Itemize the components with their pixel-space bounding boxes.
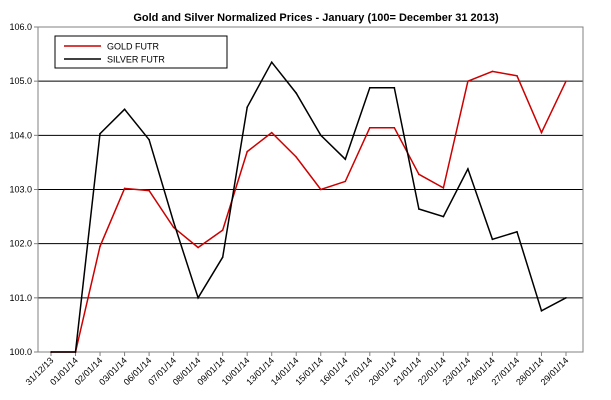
data-point-silver: [172, 221, 175, 223]
data-point-silver: [369, 86, 371, 89]
y-axis: 100.0 101.0 102.0 103.0 104.0 105.0 106.0: [9, 22, 38, 357]
data-point-silver: [467, 168, 469, 170]
legend: GOLD FUTR SILVER FUTR: [54, 35, 228, 69]
data-point-silver: [540, 310, 543, 312]
data-point-silver: [319, 134, 322, 137]
data-point-gold: [369, 126, 371, 129]
data-point-silver: [99, 132, 101, 135]
legend-label-gold: GOLD FUTR: [107, 42, 160, 52]
data-point-silver: [565, 297, 567, 299]
data-point-silver: [491, 238, 494, 241]
data-point-gold: [393, 126, 396, 129]
series-layer: [50, 60, 567, 353]
y-tick-label: 106.0: [9, 22, 32, 32]
data-point-silver: [442, 215, 445, 218]
series-line-gold: [51, 70, 567, 353]
data-point-silver: [295, 92, 298, 94]
data-point-gold: [148, 189, 150, 192]
data-point-gold: [344, 180, 347, 183]
y-tick-label: 103.0: [9, 185, 32, 195]
data-point-gold: [246, 150, 248, 153]
data-point-silver: [516, 230, 518, 233]
data-point-gold: [540, 131, 543, 134]
data-point-silver: [123, 108, 126, 111]
data-point-silver: [344, 158, 347, 160]
y-tick-label: 104.0: [9, 130, 32, 140]
data-point-gold: [295, 156, 298, 158]
data-point-gold: [270, 131, 273, 134]
data-point-silver: [197, 297, 199, 299]
data-point-gold: [221, 229, 224, 231]
legend-box: [54, 35, 228, 69]
legend-label-silver: SILVER FUTR: [107, 55, 165, 65]
data-point-silver: [74, 351, 77, 353]
data-point-silver: [148, 138, 150, 141]
data-point-gold: [418, 173, 420, 176]
data-point-gold: [319, 188, 322, 191]
data-point-gold: [197, 246, 199, 249]
data-point-silver: [50, 351, 52, 353]
data-point-gold: [99, 245, 101, 248]
data-point-gold: [516, 74, 518, 77]
data-point-gold: [467, 80, 469, 82]
data-point-gold: [172, 226, 175, 229]
y-tick-label: 102.0: [9, 239, 32, 249]
chart-title: Gold and Silver Normalized Prices - Janu…: [133, 12, 499, 24]
series-line-silver: [51, 60, 567, 353]
data-point-silver: [221, 256, 224, 259]
data-point-silver: [393, 86, 396, 89]
data-point-gold: [565, 80, 567, 82]
data-point-gold: [491, 70, 494, 73]
data-point-silver: [246, 106, 248, 108]
data-point-silver: [270, 61, 273, 64]
data-point-silver: [418, 208, 420, 210]
y-tick-label: 100.0: [9, 347, 32, 357]
data-point-gold: [123, 187, 126, 190]
y-tick-label: 101.0: [9, 293, 32, 303]
data-point-gold: [442, 187, 445, 189]
y-tick-label: 105.0: [9, 76, 32, 86]
